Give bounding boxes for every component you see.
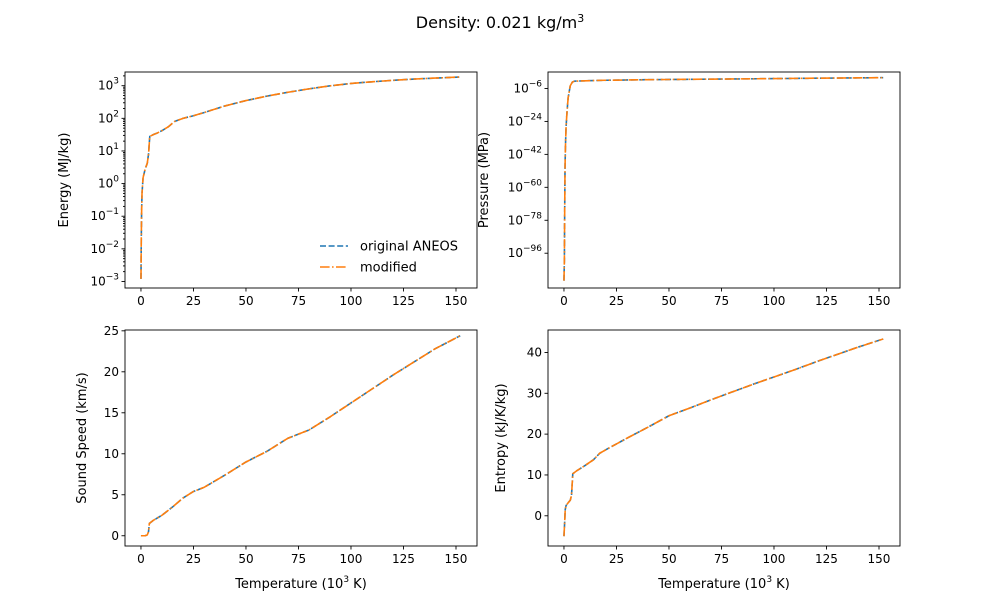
y-tick-label: 101 xyxy=(98,142,119,158)
series-modified-line xyxy=(563,338,884,537)
x-tick-label: 50 xyxy=(661,552,676,566)
x-tick-label: 150 xyxy=(445,552,468,566)
y-axis-label: Entropy (kJ/K/kg) xyxy=(494,383,509,492)
x-tick-label: 75 xyxy=(714,294,729,308)
subplot-pressure: 0 25 50 75 100 125 150 10−96 10−78 10−60 10−42 10−2… xyxy=(477,71,901,308)
x-tick-label: 100 xyxy=(763,552,786,566)
x-tick-label: 150 xyxy=(868,552,891,566)
x-tick-label: 75 xyxy=(714,552,729,566)
y-tick-label: 10−42 xyxy=(508,145,542,161)
subplots: 0 25 50 75 100 125 15010−310−210−1100101102103… xyxy=(57,71,901,592)
legend: original ANEOS modified xyxy=(320,240,458,276)
figure-title: Density: 0.021 kg/m3 xyxy=(416,12,584,32)
y-tick-label: 15 xyxy=(104,406,119,420)
x-tick-label: 75 xyxy=(291,294,306,308)
x-tick-label: 125 xyxy=(392,294,415,308)
axes-frame xyxy=(547,71,901,289)
y-tick-label: 40 xyxy=(527,345,542,359)
x-tick-label: 25 xyxy=(609,552,624,566)
x-axis-label: Temperature (103 K) xyxy=(234,575,367,592)
y-tick-label: 10−1 xyxy=(90,207,119,223)
axes-frame xyxy=(547,329,901,547)
subplot-entropy: 0 25 50 75 100 125 150 0 10 20 30 40 Entropy (kJ/K/k… xyxy=(494,329,901,592)
y-tick-label: 10−96 xyxy=(508,244,543,260)
axes-frame xyxy=(124,329,478,547)
y-axis-label: Energy (MJ/kg) xyxy=(57,133,72,228)
y-tick-label: 10−6 xyxy=(513,79,542,95)
subplot-energy: 0 25 50 75 100 125 150 10−3 10−2 10−1 100 101 102 103… xyxy=(57,71,478,308)
x-tick-label: 150 xyxy=(868,294,891,308)
x-tick-label: 150 xyxy=(445,294,468,308)
x-tick-label: 50 xyxy=(238,294,253,308)
y-tick-label: 10−78 xyxy=(508,211,543,227)
x-tick-label: 25 xyxy=(186,294,201,308)
y-tick-label: 10−3 xyxy=(90,272,119,288)
series-original-aneos-line xyxy=(140,335,461,537)
x-tick-label: 0 xyxy=(560,552,568,566)
x-tick-label: 100 xyxy=(340,552,363,566)
x-tick-label: 0 xyxy=(560,294,568,308)
y-axis-label: Pressure (MPa) xyxy=(477,132,492,228)
y-tick-label: 103 xyxy=(98,77,119,93)
y-tick-label: 100 xyxy=(98,175,119,191)
y-tick-label: 20 xyxy=(527,427,542,441)
x-tick-label: 25 xyxy=(186,552,201,566)
x-tick-label: 125 xyxy=(392,552,415,566)
x-tick-label: 0 xyxy=(137,552,145,566)
series-original-aneos-line xyxy=(563,338,884,537)
y-tick-label: 30 xyxy=(527,386,542,400)
x-axis-label: Temperature (103 K) xyxy=(657,575,790,592)
subplot-sound: 0 25 50 75 100 125 150 0 5 10 15 20 25 Sound Speed (k… xyxy=(75,324,478,592)
series-modified-line xyxy=(563,76,884,281)
y-axis-label: Sound Speed (km/s) xyxy=(75,372,90,503)
y-tick-label: 25 xyxy=(104,324,119,338)
x-tick-label: 50 xyxy=(238,552,253,566)
x-tick-label: 100 xyxy=(340,294,363,308)
x-tick-label: 125 xyxy=(815,294,838,308)
y-tick-label: 10 xyxy=(104,447,119,461)
axes-frame xyxy=(124,71,478,289)
x-tick-label: 125 xyxy=(815,552,838,566)
y-tick-label: 10−24 xyxy=(508,112,543,128)
y-tick-label: 0 xyxy=(111,529,119,543)
legend-label: original ANEOS xyxy=(360,240,458,255)
x-tick-label: 0 xyxy=(137,294,145,308)
series-original-aneos-line xyxy=(563,76,884,281)
y-tick-label: 20 xyxy=(104,365,119,379)
y-tick-label: 10−2 xyxy=(90,240,119,256)
y-tick-label: 10−60 xyxy=(508,178,543,194)
series-modified-line xyxy=(140,76,461,279)
x-tick-label: 100 xyxy=(763,294,786,308)
legend-label: modified xyxy=(360,261,417,276)
y-tick-label: 0 xyxy=(534,509,542,523)
series-modified-line xyxy=(140,335,461,537)
y-tick-label: 5 xyxy=(111,488,119,502)
y-tick-label: 102 xyxy=(98,109,119,125)
y-tick-label: 10 xyxy=(527,468,542,482)
x-tick-label: 25 xyxy=(609,294,624,308)
x-tick-label: 75 xyxy=(291,552,306,566)
x-tick-label: 50 xyxy=(661,294,676,308)
